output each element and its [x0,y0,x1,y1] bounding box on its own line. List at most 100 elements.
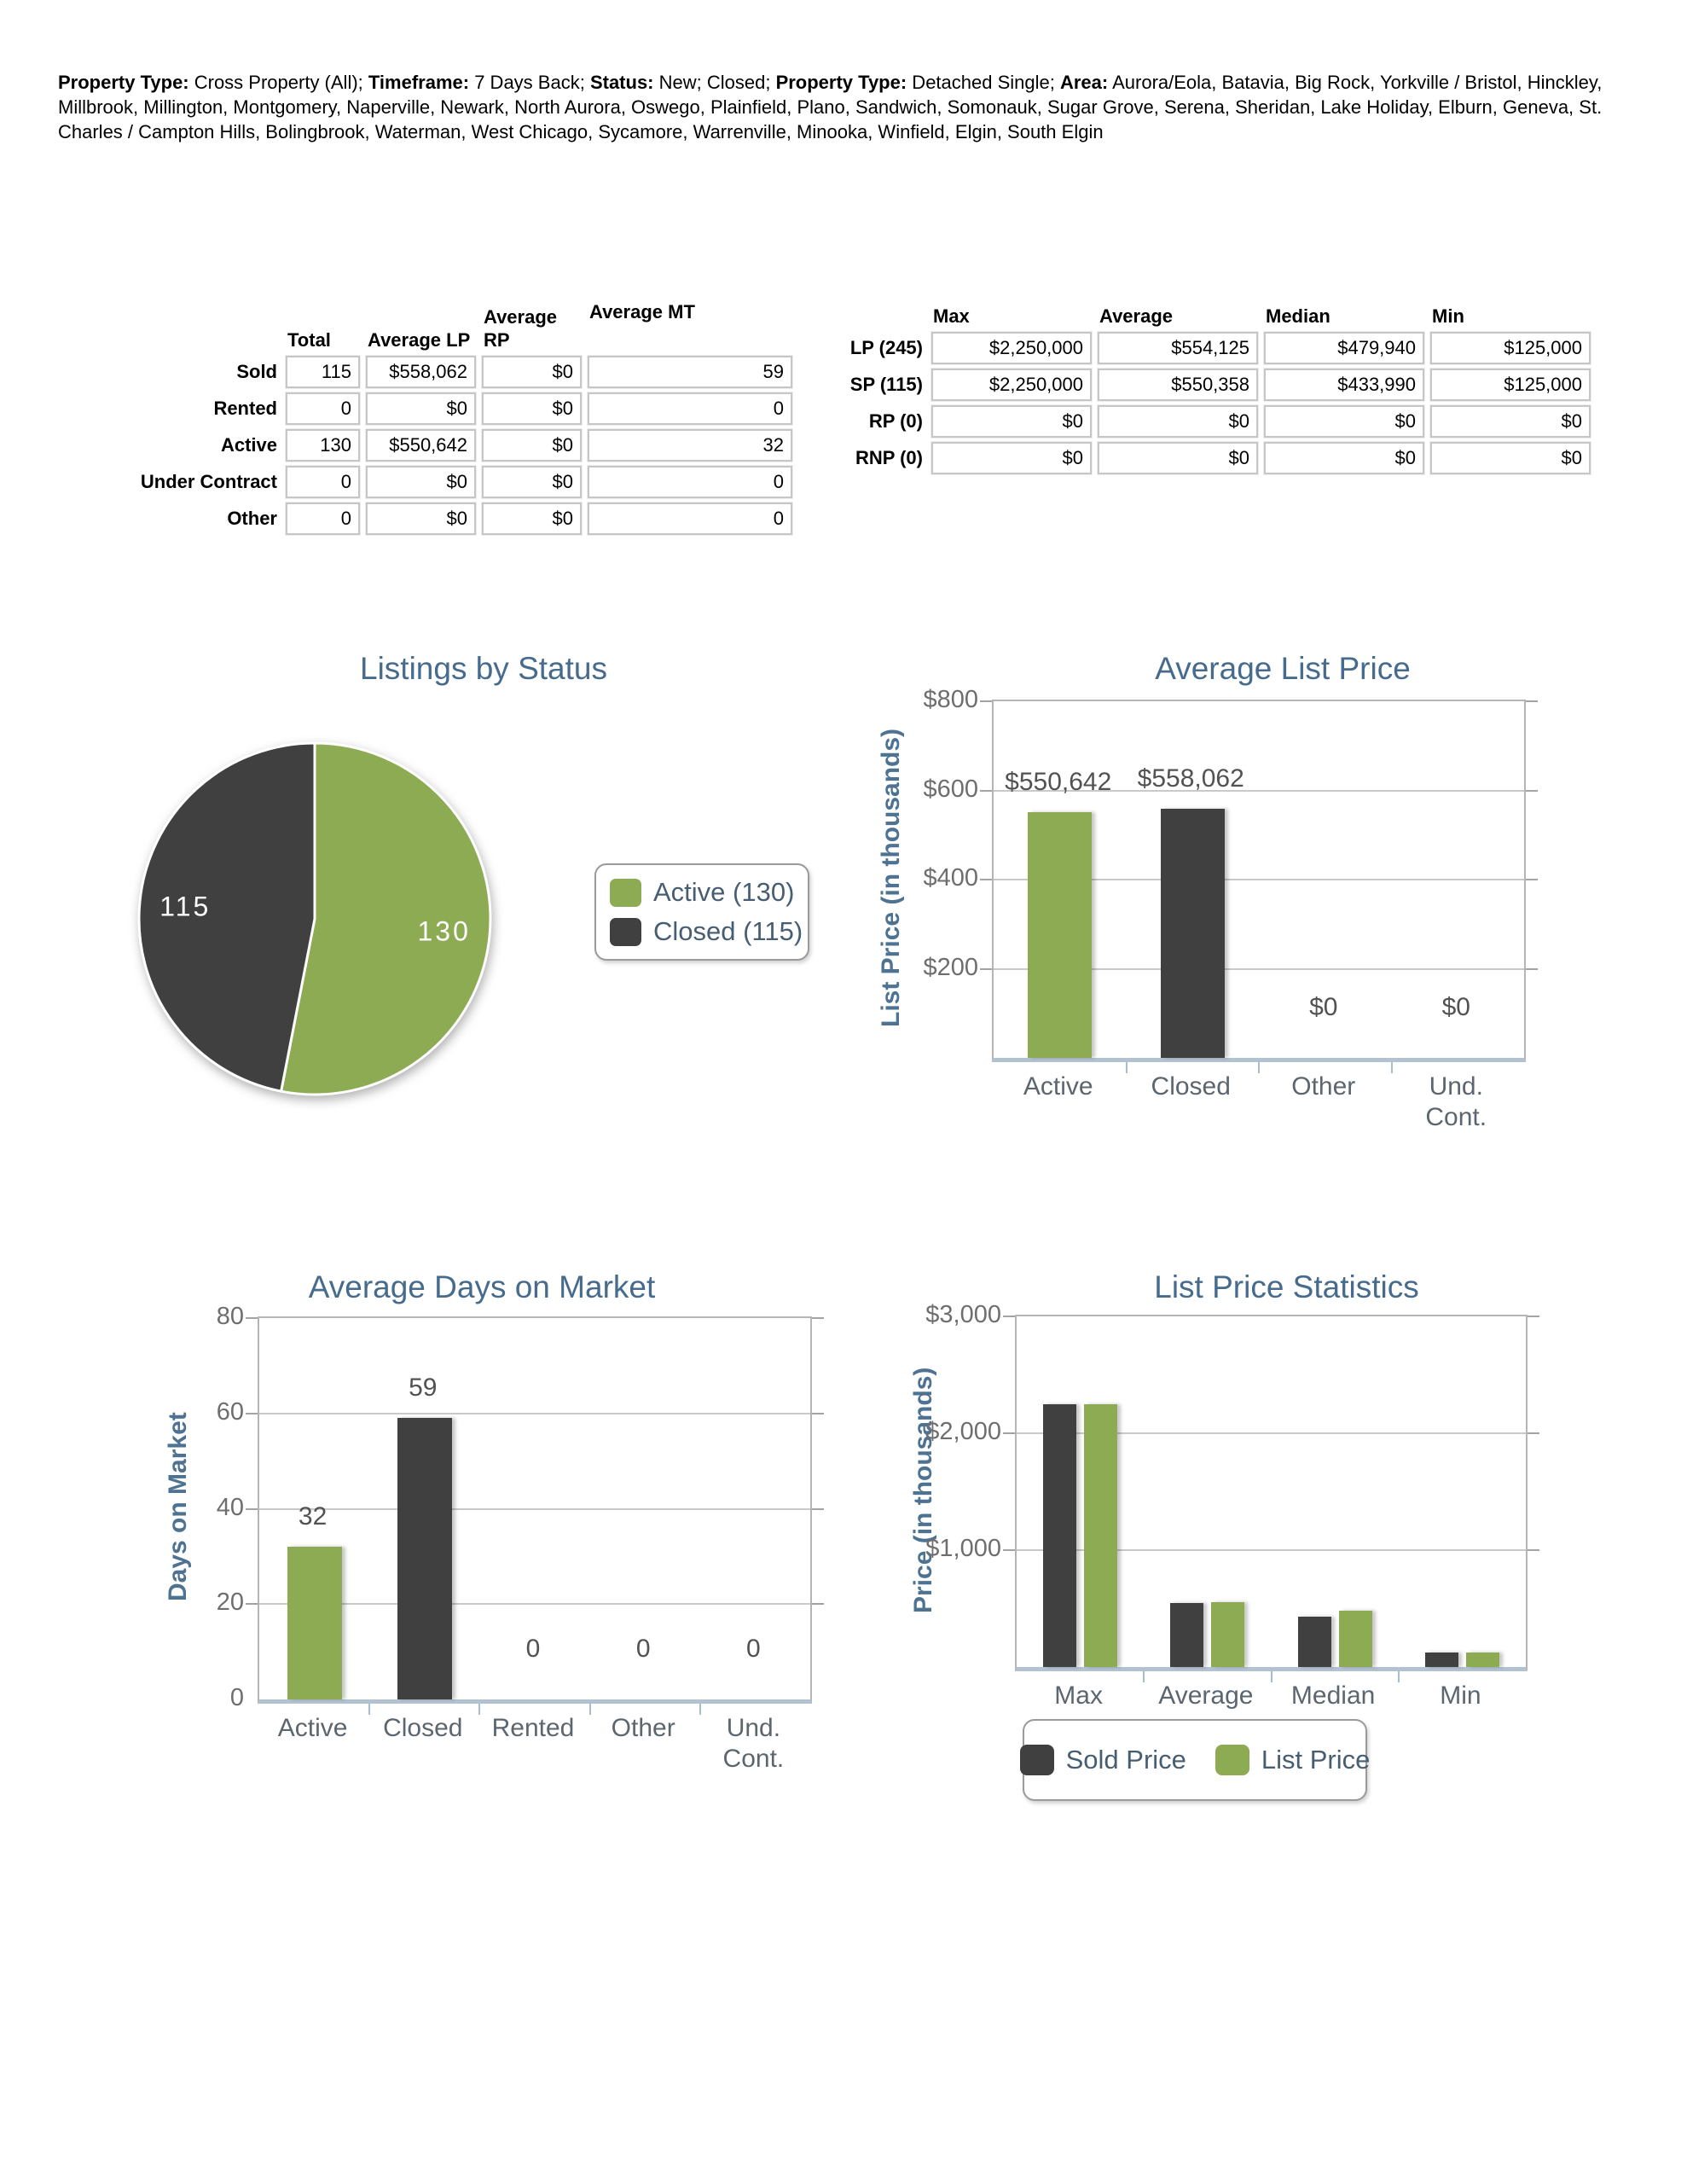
y-tick-label: $200 [923,953,978,981]
table-cell: $0 [1264,442,1424,474]
gridline [1017,1432,1526,1434]
criteria-label: Timeframe: [368,72,470,93]
bar-active [1028,812,1093,1058]
legend-swatch [1215,1745,1249,1775]
y-tick-mark [1526,789,1538,792]
legend-item: List Price [1215,1745,1370,1775]
x-category-label: Closed [383,1714,463,1742]
x-tick-mark [1397,1671,1400,1682]
row-label: Other [227,508,277,529]
table-cell: $0 [1098,442,1258,474]
y-tick-mark [1528,1316,1539,1317]
y-tick-mark [980,879,992,880]
x-tick-mark [1258,1062,1260,1073]
table-cell: $0 [482,392,582,425]
y-tick-mark [246,1412,258,1414]
table-header-spacer [812,300,931,328]
legend-item: Active (130) [610,877,794,908]
x-tick-mark [1125,1062,1128,1073]
bar-list-price-max [1084,1403,1118,1667]
bar-value-label: 0 [635,1635,651,1663]
criteria-value: 7 Days Back; [469,72,590,93]
bar-value-label: 0 [746,1635,761,1663]
gridline [994,967,1524,970]
x-category-label: Und. Cont. [1425,1072,1487,1131]
gridline [994,879,1524,880]
table-cell: $0 [931,442,1092,474]
column-header: Total [287,329,331,351]
column-header: Median [1266,305,1330,327]
y-tick-label: 60 [216,1397,244,1426]
x-tick-mark [368,1704,371,1715]
table-cell: $550,642 [366,429,476,462]
row-label: Active [220,434,277,456]
y-tick-mark [246,1317,258,1319]
x-category-label: Rented [491,1714,575,1742]
bar-sold-price-average [1170,1602,1204,1667]
chart-title: Average Days on Market [308,1269,656,1304]
criteria-label: Area: [1059,72,1109,93]
table-cell: 32 [588,429,792,462]
y-tick-label: $1,000 [925,1535,1001,1562]
table-cell: $0 [1430,405,1591,438]
y-tick-mark [812,1317,824,1319]
bar-value-label: 0 [525,1635,541,1663]
y-tick-label: $400 [923,864,978,892]
bar-list-price-median [1338,1611,1372,1667]
table-cell: $0 [1098,405,1258,438]
x-category-label: Other [611,1714,675,1742]
bar-closed [1160,809,1225,1058]
y-tick-mark [980,700,992,702]
y-tick-mark [1526,879,1538,880]
row-label: SP (115) [849,374,923,395]
bar-sold-price-min [1424,1652,1458,1667]
plot-frame [246,1316,824,1715]
list-price-statistics-chart: List Price Statistics Price (in thousand… [853,1228,1603,1894]
row-label: Rented [213,398,277,419]
criteria-label: Status: [589,72,654,93]
gridline [259,1603,810,1606]
table-cell: 0 [286,392,360,425]
average-list-price-chart: Average List Price List Price (in thousa… [853,636,1603,1216]
table-row: SP (115) $2,250,000 $550,358 $433,990 $125,0… [812,369,1597,401]
report-criteria: Property Type: Cross Property (All); Tim… [58,70,1634,144]
table-cell: $125,000 [1430,369,1591,401]
table-cell: $0 [482,502,582,535]
gridline [259,1412,810,1414]
row-label: RNP (0) [855,447,923,468]
row-label: LP (245) [849,337,923,358]
table-row: Active 130 $550,642 $0 32 [96,429,798,462]
bar-value-label: $550,642 [1005,768,1112,797]
y-axis-label: Price (in thousands) [909,1367,937,1613]
x-tick-mark [1143,1671,1145,1682]
bar-value-label: $558,062 [1137,764,1244,793]
table-cell: 0 [588,502,792,535]
table-row: RP (0) $0 $0 $0 $0 [812,405,1597,438]
y-tick-mark [1526,700,1538,702]
table-row: Sold 115 $558,062 $0 59 [96,356,798,388]
table-header-spacer [96,300,286,351]
legend-label: List Price [1261,1745,1371,1774]
bar-sold-price-max [1043,1403,1077,1667]
legend-swatch [1019,1745,1054,1775]
table-cell: $0 [482,466,582,498]
criteria-value: Aurora/Eola, Batavia, Big Rock, Yorkvill… [58,72,1603,142]
x-category-label: Median [1290,1682,1376,1710]
y-tick-mark [812,1603,824,1606]
x-tick-mark [699,1704,701,1715]
y-tick-label: 80 [216,1303,244,1330]
row-label: Sold [236,361,277,382]
table-row: Under Contract 0 $0 $0 0 [96,466,798,498]
bar-list-price-average [1211,1602,1245,1667]
y-tick-mark [980,967,992,970]
table-cell: $0 [1430,442,1591,474]
table-cell: $0 [366,392,476,425]
table-cell: $554,125 [1098,332,1258,364]
y-tick-label: $600 [923,775,978,803]
x-category-label: Active [277,1714,348,1742]
chart-title: Listings by Status [360,651,607,686]
y-tick-label: 0 [229,1684,244,1711]
status-summary-table: Total Average LP Average RP Average MT Sold 1… [96,300,798,539]
plot-frame [1003,1315,1539,1682]
